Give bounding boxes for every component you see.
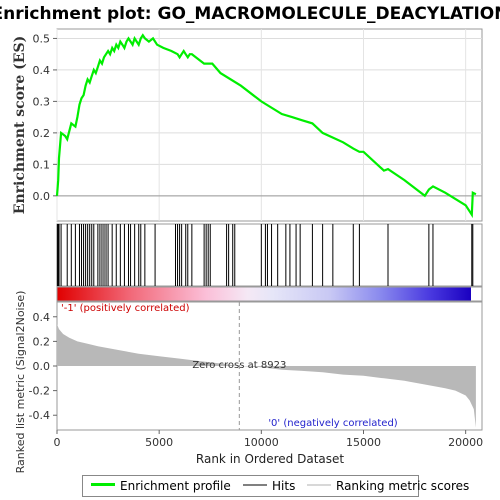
metric-y-tick-label: -0.2 [29, 385, 50, 398]
legend: Enrichment profile Hits Ranking metric s… [82, 475, 419, 497]
legend-label-ranking-metric: Ranking metric scores [336, 479, 469, 493]
es-y-tick-label: 0.4 [33, 64, 51, 77]
metric-y-axis: 0.4 0.2 0.0 -0.2 -0.4 [29, 311, 57, 422]
es-y-tick-label: 0.2 [33, 127, 51, 140]
es-plot-frame [57, 29, 482, 221]
es-y-tick-label: 0.5 [33, 32, 51, 45]
chart-title: Enrichment plot: GO_MACROMOLECULE_DEACYL… [0, 4, 500, 24]
metric-y-axis-label: Ranked list metric (Signal2Noise) [14, 291, 27, 474]
x-tick-label: 20000 [448, 436, 483, 449]
hits-panel [57, 224, 482, 286]
x-tick-label: 5000 [145, 436, 173, 449]
metric-y-tick-label: 0.0 [33, 360, 51, 373]
zero-cross-label: Zero cross at 8923 [192, 360, 286, 371]
legend-item-enrichment-profile: Enrichment profile [91, 479, 231, 493]
legend-swatch-hits [243, 484, 267, 486]
x-tick-label: 0 [54, 436, 61, 449]
negative-correlation-label: '0' (negatively correlated) [268, 418, 397, 429]
metric-y-tick-label: -0.4 [29, 409, 50, 422]
x-axis-label: Rank in Ordered Dataset [196, 452, 344, 466]
es-y-axis-label: Enrichment score (ES) [12, 36, 28, 214]
positive-correlation-label: '-1' (positively correlated) [61, 303, 190, 314]
legend-label-enrichment: Enrichment profile [120, 479, 231, 493]
metric-y-tick-label: 0.2 [33, 335, 51, 348]
legend-swatch-ranking-metric [307, 484, 331, 486]
legend-swatch-enrichment [91, 483, 115, 486]
legend-item-ranking-metric: Ranking metric scores [307, 479, 469, 493]
es-y-tick-label: 0.0 [33, 190, 51, 203]
x-axis: 0 5000 10000 15000 20000 [54, 430, 484, 449]
es-y-tick-label: 0.1 [33, 158, 51, 171]
legend-item-hits: Hits [243, 479, 295, 493]
es-y-tick-label: 0.3 [33, 95, 51, 108]
x-tick-label: 10000 [244, 436, 279, 449]
rank-color-bar [57, 287, 471, 301]
es-y-axis: 0.0 0.1 0.2 0.3 0.4 0.5 [33, 32, 58, 202]
metric-y-tick-label: 0.4 [33, 311, 51, 324]
x-tick-label: 15000 [346, 436, 381, 449]
legend-label-hits: Hits [272, 479, 295, 493]
es-panel: 0.0 0.1 0.2 0.3 0.4 0.5 Enrichment score (ES) [12, 29, 482, 221]
